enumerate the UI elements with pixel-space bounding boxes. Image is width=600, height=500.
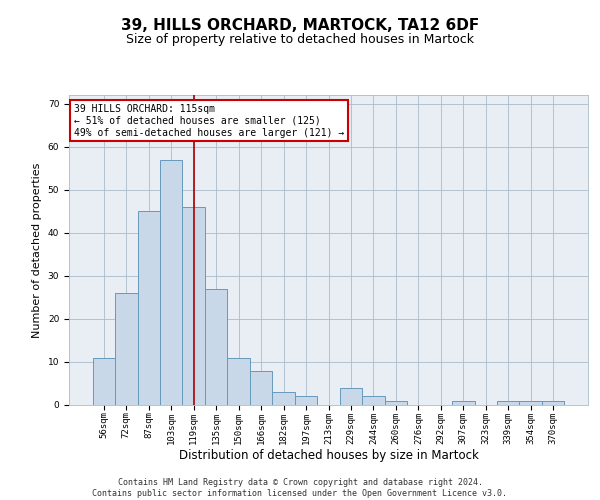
Text: Size of property relative to detached houses in Martock: Size of property relative to detached ho… <box>126 32 474 46</box>
Bar <box>340 388 362 405</box>
Bar <box>182 207 205 405</box>
Bar <box>227 358 250 405</box>
Bar <box>205 289 227 405</box>
Text: 39 HILLS ORCHARD: 115sqm
← 51% of detached houses are smaller (125)
49% of semi-: 39 HILLS ORCHARD: 115sqm ← 51% of detach… <box>74 104 344 138</box>
Bar <box>542 400 565 405</box>
Bar <box>295 396 317 405</box>
Bar <box>92 358 115 405</box>
Bar <box>362 396 385 405</box>
Bar <box>452 400 475 405</box>
Text: Contains HM Land Registry data © Crown copyright and database right 2024.
Contai: Contains HM Land Registry data © Crown c… <box>92 478 508 498</box>
Y-axis label: Number of detached properties: Number of detached properties <box>32 162 42 338</box>
Bar <box>115 293 137 405</box>
Text: 39, HILLS ORCHARD, MARTOCK, TA12 6DF: 39, HILLS ORCHARD, MARTOCK, TA12 6DF <box>121 18 479 32</box>
Bar <box>160 160 182 405</box>
Bar <box>250 370 272 405</box>
Bar <box>137 211 160 405</box>
Bar <box>497 400 520 405</box>
X-axis label: Distribution of detached houses by size in Martock: Distribution of detached houses by size … <box>179 449 478 462</box>
Bar <box>385 400 407 405</box>
Bar <box>520 400 542 405</box>
Bar <box>272 392 295 405</box>
